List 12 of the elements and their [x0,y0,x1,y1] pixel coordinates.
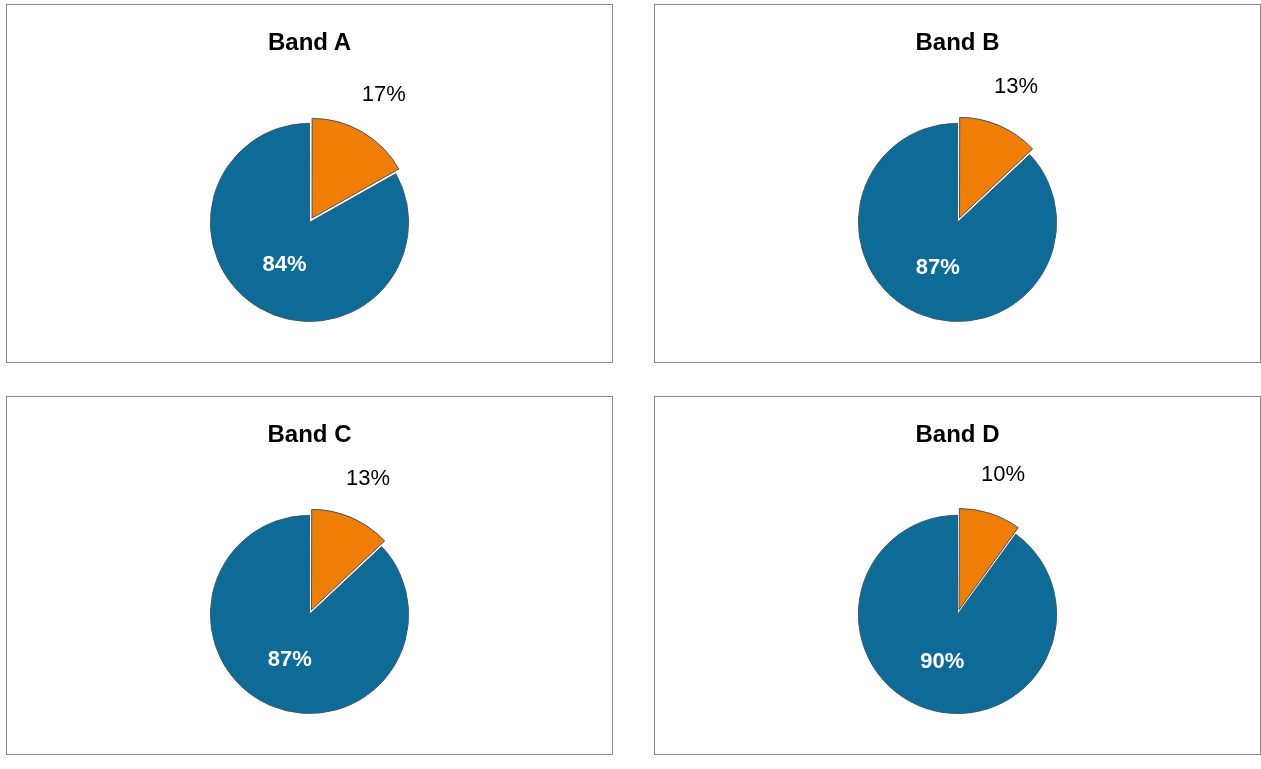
chart-title: Band B [915,28,1000,56]
data-label: 17% [361,81,406,107]
data-label: 13% [993,73,1038,99]
chart-title: Band D [915,420,1000,448]
data-label: 87% [267,645,312,671]
chart-title: Band A [267,28,352,56]
data-label: 87% [915,253,960,279]
data-label: 13% [345,465,390,491]
chart-title: Band C [267,420,352,448]
data-label: 84% [262,251,307,277]
data-label: 90% [920,647,965,673]
data-label: 10% [980,460,1025,486]
